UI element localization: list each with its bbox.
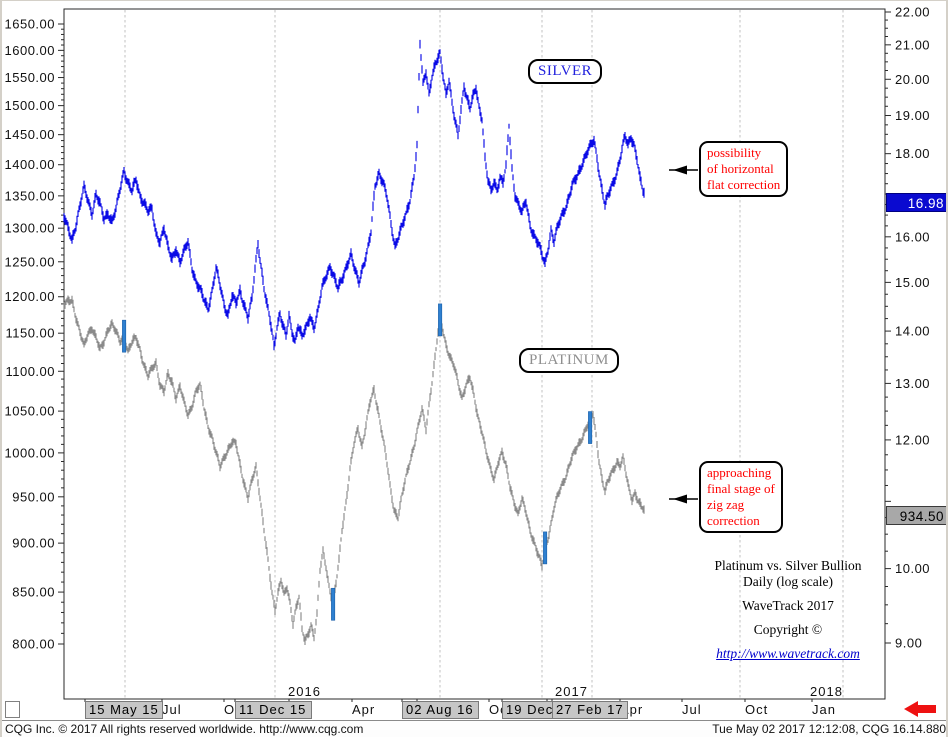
- right-axis-label: 15.00: [895, 275, 930, 290]
- right-axis-label: 16.00: [895, 229, 930, 244]
- chart-caption-block: Platinum vs. Silver Bullion Daily (log sc…: [657, 558, 919, 670]
- swing-date-box: 19 Dec: [502, 701, 558, 719]
- wavetrack-link[interactable]: http://www.wavetrack.com: [716, 646, 860, 661]
- annotation-arrow-head: [673, 494, 687, 504]
- platinum-series-label: PLATINUM: [519, 348, 619, 373]
- chart-title: Platinum vs. Silver Bullion Daily (log sc…: [714, 558, 862, 589]
- left-axis-label: 1600.00: [5, 43, 56, 58]
- timestamp-status-text: Tue May 02 2017 12:12:08, CQG 16.14.880: [712, 722, 946, 736]
- axis-corner-box: [5, 701, 20, 718]
- price-chart-canvas[interactable]: 800.00 850.00 900.00 950.00 1000.00 1050.00 11…: [2, 1, 948, 720]
- right-axis-label: 13.00: [895, 376, 930, 391]
- left-axis-label: 900.00: [12, 536, 55, 551]
- highlighted-date-bar: [543, 531, 548, 565]
- scroll-left-arrow-icon[interactable]: [904, 701, 936, 717]
- left-axis-label: 800.00: [12, 637, 55, 652]
- left-axis-label: 1550.00: [5, 70, 56, 85]
- highlighted-date-bar: [588, 411, 593, 444]
- right-axis-label: 20.00: [895, 72, 930, 87]
- left-axis-label: 1350.00: [5, 188, 56, 203]
- year-label: 2018: [810, 684, 843, 699]
- silver-annotation-note: possibility of horizontal flat correctio…: [699, 141, 789, 197]
- swing-date-box: 11 Dec 15: [235, 701, 312, 719]
- right-axis-label: 19.00: [895, 108, 930, 123]
- x-axis-month-label: Apr: [352, 702, 376, 717]
- right-axis-label: 9.00: [895, 636, 922, 651]
- left-axis-label: 1000.00: [5, 445, 56, 460]
- silver-series-label: SILVER: [528, 59, 603, 84]
- x-axis-month-label: Oct: [745, 702, 769, 717]
- status-bar: CQG Inc. © 2017 All rights reserved worl…: [2, 720, 946, 737]
- left-axis-label: 1150.00: [5, 326, 55, 341]
- left-axis-label: 1300.00: [5, 221, 56, 236]
- left-axis-label: 1450.00: [5, 127, 56, 142]
- x-axis-month-label: Jul: [162, 702, 182, 717]
- swing-date-box: 15 May 15: [85, 701, 163, 719]
- platinum-last-price-badge: 934.50: [886, 506, 946, 525]
- date-axis-row: JulOctJanAprJulOctJanAprJulOctJan15 May …: [2, 701, 946, 719]
- left-axis-label: 950.00: [12, 489, 55, 504]
- highlighted-date-bar: [438, 303, 443, 337]
- x-axis-month-label: Jan: [812, 702, 836, 717]
- highlighted-date-bar: [331, 587, 336, 621]
- swing-date-box: 27 Feb 17: [552, 701, 628, 719]
- year-label: 2016: [288, 684, 321, 699]
- chart-source: WaveTrack 2017: [742, 598, 834, 613]
- silver-last-price-badge: 16.98: [886, 193, 946, 212]
- left-axis-label: 1250.00: [5, 254, 56, 269]
- left-axis-label: 1400.00: [5, 157, 56, 172]
- left-axis-label: 1100.00: [5, 364, 55, 379]
- right-axis-label: 22.00: [895, 5, 930, 20]
- left-axis-label: 1650.00: [5, 17, 56, 32]
- x-axis-month-label: Jul: [682, 702, 702, 717]
- right-axis-label: 14.00: [895, 324, 930, 339]
- swing-date-box: 02 Aug 16: [402, 701, 479, 719]
- right-axis-label: 21.00: [895, 37, 930, 52]
- copyright-status-text: CQG Inc. © 2017 All rights reserved worl…: [5, 722, 364, 736]
- left-axis-label: 1200.00: [5, 289, 56, 304]
- highlighted-date-bar: [122, 319, 127, 353]
- left-axis-label: 1050.00: [5, 404, 56, 419]
- left-axis-label: 850.00: [12, 585, 55, 600]
- silver-series: [63, 39, 645, 351]
- chart-copyright: Copyright ©: [753, 622, 823, 637]
- year-label: 2017: [555, 684, 588, 699]
- right-axis-label: 18.00: [895, 146, 930, 161]
- plot-border: [63, 8, 886, 700]
- annotation-arrow-head: [673, 165, 687, 175]
- right-axis-label: 10.00: [895, 561, 930, 576]
- right-axis-label: 12.00: [895, 432, 930, 447]
- platinum-annotation-note: approaching final stage of zig zag corre…: [699, 461, 783, 533]
- platinum-series: [63, 295, 645, 645]
- left-axis-label: 1500.00: [5, 98, 56, 113]
